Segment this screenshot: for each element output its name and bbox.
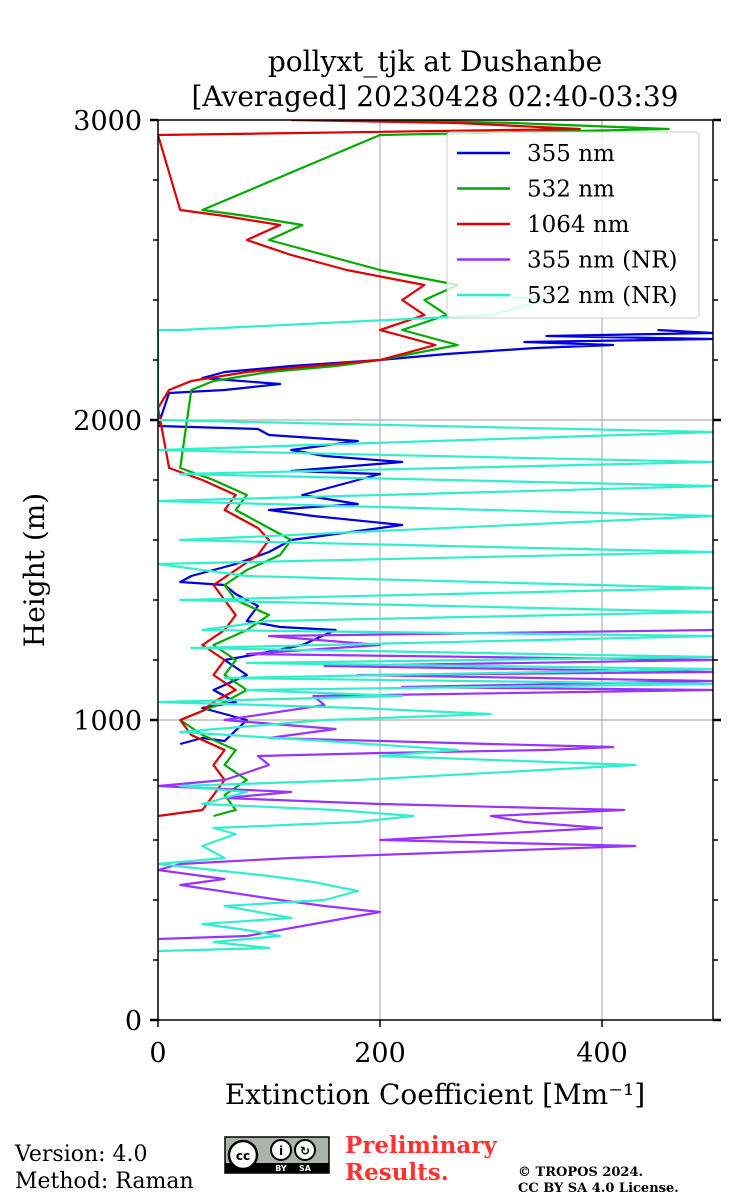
cc-icon xyxy=(227,1139,259,1171)
series-line-1064-nm xyxy=(158,120,581,818)
series-line-532-nm-nr- xyxy=(158,292,713,953)
x-tick-label: 0 xyxy=(149,1038,166,1069)
legend-box xyxy=(446,131,700,319)
svg-text:cc: cc xyxy=(236,1149,250,1163)
plot-frame xyxy=(157,119,714,1021)
preliminary-line-1: Preliminary xyxy=(345,1132,497,1159)
y-tick-label: 0 xyxy=(125,1006,142,1037)
svg-text:i: i xyxy=(279,1144,283,1158)
sa-icon xyxy=(294,1139,316,1161)
y-tick-label: 2000 xyxy=(73,406,142,437)
version-text: Version: 4.0 xyxy=(14,1142,148,1167)
copyright-line-2: CC BY SA 4.0 License. xyxy=(518,1181,679,1196)
preliminary-line-2: Results. xyxy=(345,1159,449,1186)
license-sa-label: SA xyxy=(299,1164,312,1173)
series-group xyxy=(158,120,713,953)
svg-text:↻: ↻ xyxy=(300,1144,310,1158)
chart-title: pollyxt_tjk at Dushanbe xyxy=(268,45,602,78)
series-line-355-nm-nr- xyxy=(158,628,713,941)
series-line-355-nm xyxy=(158,328,713,746)
by-icon xyxy=(270,1139,292,1161)
legend-label: 355 nm (NR) xyxy=(527,248,678,274)
x-axis-label: Extinction Coefficient [Mm⁻¹] xyxy=(225,1078,645,1111)
y-tick-label: 1000 xyxy=(73,706,142,737)
y-axis-label: Height (m) xyxy=(18,493,51,647)
y-tick-label: 3000 xyxy=(73,106,142,137)
x-tick-label: 400 xyxy=(576,1038,628,1069)
legend-label: 532 nm (NR) xyxy=(527,283,678,309)
legend: 355 nm 532 nm 1064 nm 355 nm (NR) 532 nm (NR… xyxy=(446,131,700,319)
method-text: Method: Raman xyxy=(15,1169,194,1194)
x-tick-label: 200 xyxy=(354,1038,406,1069)
legend-label: 1064 nm xyxy=(527,212,630,238)
copyright-line-1: © TROPOS 2024. xyxy=(518,1165,643,1180)
axis-ticks: 0 200 400 0 1000 2000 3000 xyxy=(73,106,721,1069)
legend-label: 355 nm xyxy=(527,141,615,167)
cc-license-badge: cc i ↻ BY SA xyxy=(224,1136,330,1174)
chart-subtitle: [Averaged] 20230428 02:40-03:39 xyxy=(192,80,679,113)
license-by-label: BY xyxy=(275,1164,287,1173)
legend-label: 532 nm xyxy=(527,177,615,203)
